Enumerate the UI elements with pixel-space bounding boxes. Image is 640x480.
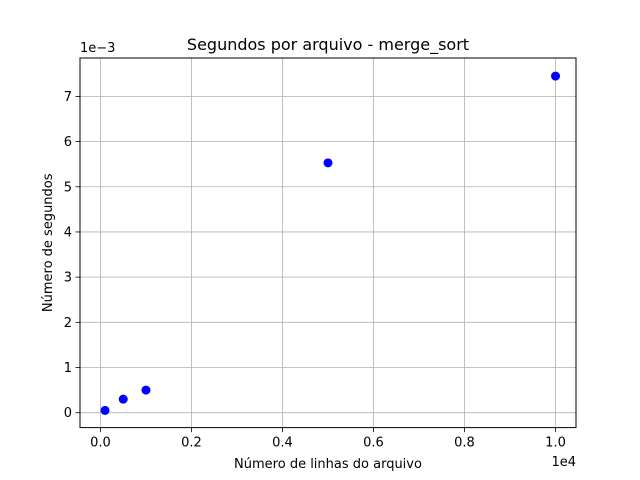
- x-tick-label: 0.2: [181, 436, 202, 451]
- grid-lines: [80, 58, 576, 428]
- x-tick-label: 0.4: [272, 436, 293, 451]
- y-tick-label: 2: [64, 316, 72, 331]
- x-axis-ticks: 0.0 0.2 0.4 0.6 0.8 1.0: [90, 427, 566, 451]
- data-point: [118, 394, 128, 404]
- data-points: [100, 71, 561, 415]
- y-axis-label: Número de segundos: [41, 173, 56, 312]
- x-axis-offset-text: 1e4: [551, 455, 576, 470]
- y-tick-label: 5: [64, 180, 72, 195]
- data-point: [323, 158, 333, 168]
- x-tick-label: 0.6: [363, 436, 384, 451]
- y-axis-ticks: 0 1 2 3 4 5 6 7: [64, 90, 80, 421]
- data-point: [551, 71, 561, 81]
- y-tick-label: 7: [64, 90, 72, 105]
- chart-title: Segundos por arquivo - merge_sort: [187, 35, 469, 55]
- y-tick-label: 3: [64, 271, 72, 286]
- y-tick-label: 1: [64, 361, 72, 376]
- y-axis-offset-text: 1e−3: [80, 41, 115, 56]
- x-tick-label: 1.0: [545, 436, 566, 451]
- data-point: [100, 405, 110, 415]
- y-tick-label: 0: [64, 406, 72, 421]
- plot-frame: [79, 57, 577, 429]
- x-tick-label: 0.8: [454, 436, 475, 451]
- y-tick-label: 4: [64, 225, 72, 240]
- x-tick-label: 0.0: [90, 436, 111, 451]
- x-axis-label: Número de linhas do arquivo: [234, 457, 422, 472]
- y-tick-label: 6: [64, 135, 72, 150]
- data-point: [141, 385, 151, 395]
